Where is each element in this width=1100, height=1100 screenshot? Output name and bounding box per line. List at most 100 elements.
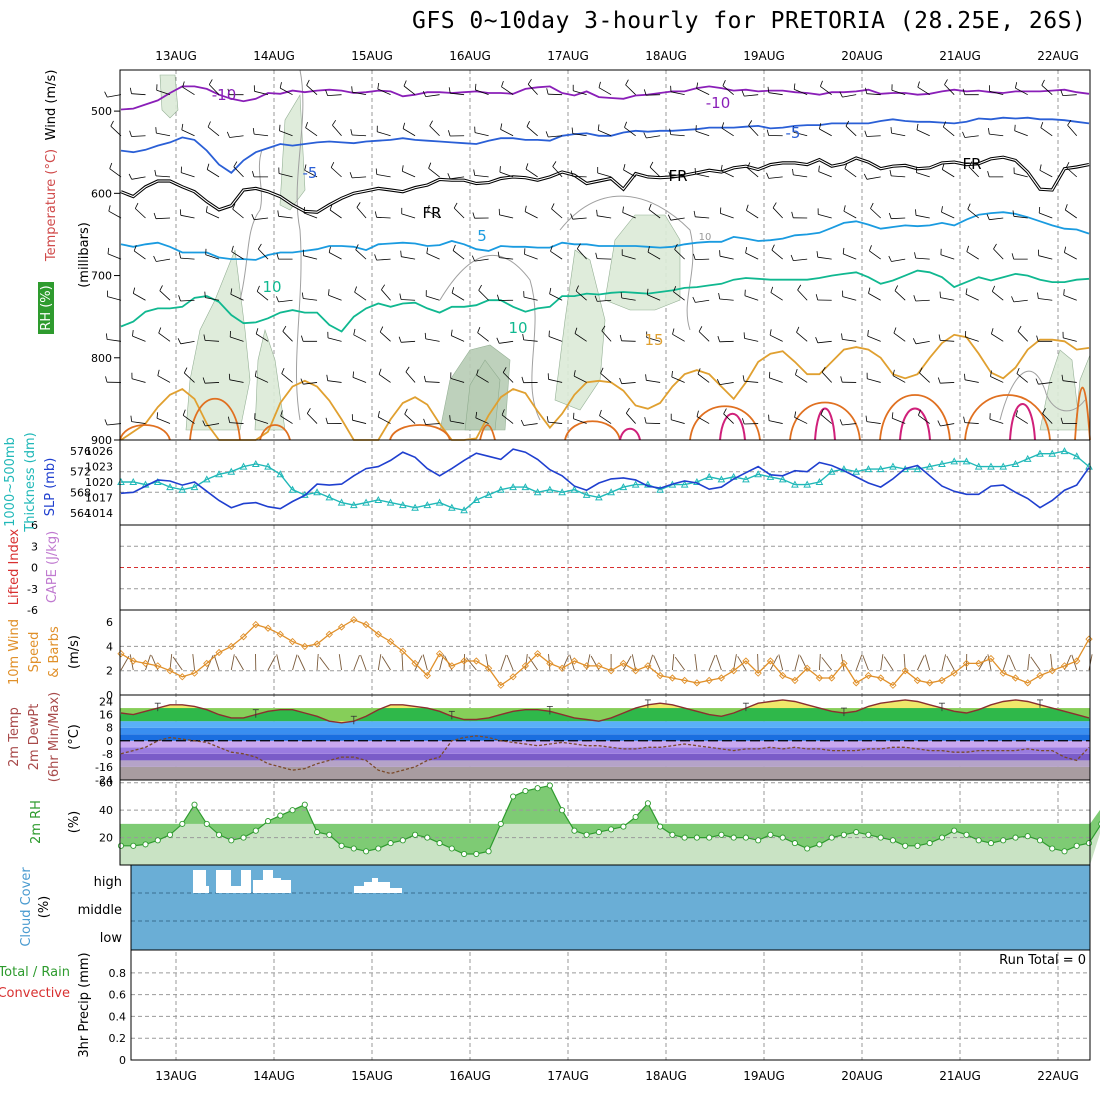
thickness-marker [717, 475, 726, 483]
wind-speed-marker [227, 642, 235, 651]
thickness-marker [288, 485, 297, 493]
rh-marker [938, 834, 946, 841]
wind-barb-flag [500, 123, 503, 130]
thickness-marker [815, 477, 824, 485]
wind-barb-flag [842, 247, 845, 254]
wind-barb-staff [866, 176, 881, 180]
day-label-top: 21AUG [939, 49, 981, 63]
contour-label: -5 [303, 164, 318, 182]
wind-10m-barb [1002, 654, 1009, 671]
wind-barb-flag [377, 82, 380, 90]
wind-barb-staff [867, 335, 881, 342]
wind-barb-flag [1061, 374, 1064, 381]
wind-10m-barb [757, 653, 759, 671]
wind-10m-barb [528, 656, 538, 671]
wind-speed-marker [779, 671, 787, 680]
wind-barb-flag [550, 245, 553, 252]
wind-speed-marker [399, 647, 407, 655]
wind-speed-marker [791, 676, 799, 685]
wind-tick-label: 2 [106, 665, 113, 678]
temp-band [120, 740, 1090, 748]
wind-barb-staff [625, 84, 636, 95]
wind-barb-staff [744, 94, 759, 97]
wind-barb-flag [208, 79, 213, 85]
wind-barb-flag [938, 334, 941, 341]
wind-10m-barb [694, 654, 698, 671]
wind-barb-flag [1017, 325, 1022, 332]
wind-barb-staff [476, 374, 489, 383]
day-label-bottom: 16AUG [449, 1069, 491, 1083]
wind-barb-flag [594, 295, 598, 302]
wind-barb-flag [475, 83, 477, 90]
wind-barb-flag [815, 294, 819, 301]
wind-barb-staff [376, 216, 391, 219]
wind-barb-flag [991, 285, 996, 292]
wind-barb-staff [794, 89, 808, 96]
wind-barb-staff [845, 125, 857, 137]
thickness-marker [509, 483, 517, 491]
thickness-axis-label: 1000~500mb [3, 437, 18, 527]
rh-marker [877, 834, 884, 841]
slp-tick-label: 1023 [85, 461, 113, 474]
wind-barb-staff [378, 374, 391, 383]
wind-barb-flag [399, 293, 402, 300]
wind-speed-marker [926, 679, 934, 687]
wind-barb-flag [374, 211, 377, 218]
thickness-marker [950, 457, 959, 465]
wind-barb-staff [646, 94, 661, 96]
wind-barb-staff [601, 330, 612, 342]
wind-barb-staff [376, 258, 391, 261]
wind-barb-staff [771, 249, 783, 260]
temperature-axis-label: Temperature (°C) [44, 149, 59, 262]
wind-barb-flag [154, 169, 157, 176]
thickness-marker [570, 485, 579, 493]
wind-barb-flag [350, 129, 353, 136]
wind-barb-staff [723, 413, 734, 424]
wind-barb-staff [697, 373, 710, 383]
wind-speed-marker [288, 637, 297, 646]
contour-label: FR [422, 204, 441, 222]
temp-band [120, 727, 1090, 735]
wind-barb-staff [624, 127, 636, 137]
wind-barb-staff [721, 127, 734, 137]
wind-barb-staff [917, 86, 930, 96]
temp-line [120, 699, 1090, 724]
wind-barb-staff [205, 297, 220, 301]
rh-marker [620, 823, 627, 830]
wind-barb-flag [276, 253, 279, 260]
wind-barb-flag [128, 173, 133, 180]
rh-marker [473, 850, 480, 858]
wind-10m-barb [924, 654, 931, 671]
wind-barb-staff [327, 94, 342, 96]
wind-barb-staff [894, 290, 906, 301]
wind-speed-marker [730, 667, 738, 675]
wind-barb-staff [155, 175, 171, 178]
precip-convective-label: Convective [0, 986, 70, 1001]
thickness-marker [913, 465, 922, 473]
pressure-tick-label: 800 [91, 352, 112, 365]
wind-barb-flag [792, 168, 794, 175]
wind-barb-flag [203, 334, 206, 341]
thickness-marker [349, 501, 358, 509]
thickness-marker [876, 465, 885, 473]
wind-barb-staff [131, 421, 146, 424]
thickness-marker [974, 462, 983, 470]
wind-speed-marker [558, 664, 566, 672]
wind-barb-staff [794, 417, 808, 424]
wind-barb-staff [621, 340, 636, 342]
wind-speed-marker [374, 630, 382, 638]
wind-speed-marker [1073, 657, 1081, 665]
li-tick-label: 0 [31, 562, 38, 575]
wind-barb-staff [182, 86, 195, 96]
wind-barb-staff [401, 213, 416, 219]
wind-barb-flag [329, 204, 333, 211]
wind-10m-barb [463, 653, 466, 671]
wind-barb-staff [868, 293, 881, 301]
wind-barb-flag [619, 334, 622, 341]
wind-tick-label: 0 [106, 689, 113, 702]
rh-shading-area [254, 328, 286, 431]
wind-10m-barb [297, 655, 306, 671]
day-label-top: 22AUG [1037, 49, 1079, 63]
rh-marker [595, 829, 602, 836]
precip-tick-label: 0.2 [109, 1032, 127, 1045]
